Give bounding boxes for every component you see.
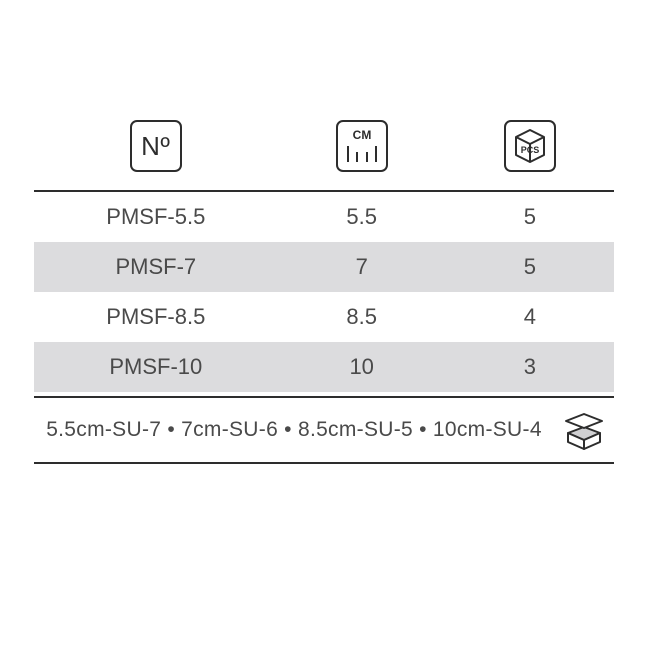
cell-size_cm: 5.5 <box>278 192 446 242</box>
table-body: PMSF-5.55.55PMSF-775PMSF-8.58.54PMSF-101… <box>34 192 614 392</box>
footer-codes: 5.5cm-SU-7 • 7cm-SU-6 • 8.5cm-SU-5 • 10c… <box>34 418 554 442</box>
cell-model: PMSF-8.5 <box>34 292 278 342</box>
cell-size_cm: 10 <box>278 342 446 392</box>
cell-pcs: 5 <box>446 192 614 242</box>
table-row: PMSF-775 <box>34 242 614 292</box>
package-icon <box>554 408 614 452</box>
cell-model: PMSF-10 <box>34 342 278 392</box>
number-icon: Nº <box>130 120 182 172</box>
table-row: PMSF-8.58.54 <box>34 292 614 342</box>
cell-pcs: 5 <box>446 242 614 292</box>
cell-pcs: 3 <box>446 342 614 392</box>
number-label: Nº <box>141 131 170 162</box>
table-footer: 5.5cm-SU-7 • 7cm-SU-6 • 8.5cm-SU-5 • 10c… <box>34 396 614 464</box>
table-row: PMSF-10103 <box>34 342 614 392</box>
table-row: PMSF-5.55.55 <box>34 192 614 242</box>
table-header: Nº CM PCS <box>34 116 614 190</box>
page: Nº CM PCS <box>0 0 648 648</box>
cell-size_cm: 7 <box>278 242 446 292</box>
header-size: CM <box>278 116 446 190</box>
svg-text:PCS: PCS <box>521 145 540 155</box>
svg-text:CM: CM <box>352 128 371 142</box>
header-pieces: PCS <box>446 116 614 190</box>
header-number: Nº <box>34 116 278 190</box>
product-table: Nº CM PCS <box>34 116 614 464</box>
pcs-box-icon: PCS <box>504 120 556 172</box>
cell-pcs: 4 <box>446 292 614 342</box>
cell-model: PMSF-7 <box>34 242 278 292</box>
cell-size_cm: 8.5 <box>278 292 446 342</box>
cell-model: PMSF-5.5 <box>34 192 278 242</box>
cm-ruler-icon: CM <box>336 120 388 172</box>
